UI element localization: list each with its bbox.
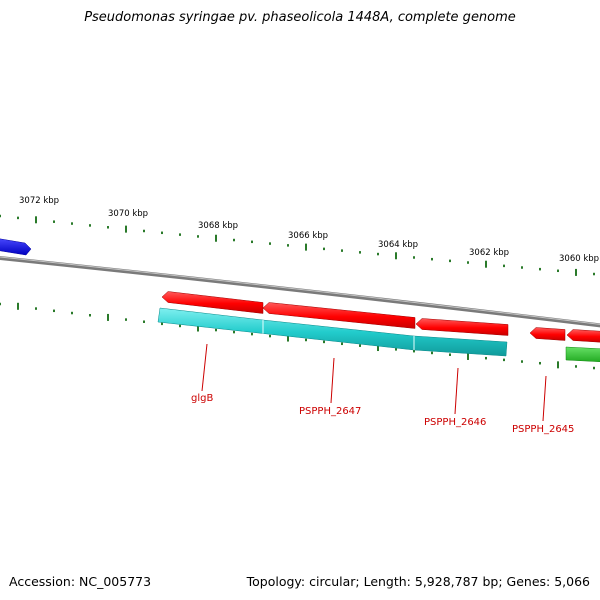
scale-label-3068: 3068 kbp [198, 221, 238, 231]
scale-label-3060: 3060 kbp [559, 254, 599, 264]
map-title: Pseudomonas syringae pv. phaseolicola 14… [84, 10, 516, 25]
genome-backbone-highlight [0, 256, 600, 325]
scale-label-3070: 3070 kbp [108, 209, 148, 219]
scale-label-3062: 3062 kbp [469, 248, 509, 258]
gene-arrow-PSPPH_2647-forward[interactable] [262, 302, 416, 329]
gene-arrow-blue[interactable] [0, 238, 32, 256]
accession-label: Accession: NC_005773 [9, 574, 152, 589]
scale-label-3064: 3064 kbp [378, 240, 418, 250]
gene-arrow-edge-forward[interactable] [566, 329, 600, 343]
genome-backbone [0, 256, 600, 328]
gene-arrow-green[interactable] [565, 346, 600, 362]
gene-label-glgB[interactable]: glgB [191, 393, 213, 404]
gene-arrow-glgB-forward[interactable] [161, 291, 264, 314]
label-connector-PSPPH_2647 [330, 357, 335, 404]
label-connector-PSPPH_2646 [454, 367, 459, 415]
scale-label-3072: 3072 kbp [19, 196, 59, 206]
gene-band-cyan-reverse[interactable] [157, 307, 508, 357]
label-connector-glgB [201, 343, 208, 392]
gene-label-PSPPH_2647[interactable]: PSPPH_2647 [299, 406, 361, 417]
label-connector-PSPPH_2645 [542, 375, 547, 422]
genome-stats-label: Topology: circular; Length: 5,928,787 bp… [246, 574, 590, 589]
gene-label-PSPPH_2646[interactable]: PSPPH_2646 [424, 417, 486, 428]
gene-arrow-PSPPH_2646-forward[interactable] [415, 318, 509, 336]
scale-label-3066: 3066 kbp [288, 231, 328, 241]
gene-label-PSPPH_2645[interactable]: PSPPH_2645 [512, 424, 574, 435]
gene-arrow-PSPPH_2645-forward[interactable] [529, 327, 566, 341]
outer-scale-ticks [0, 214, 595, 276]
